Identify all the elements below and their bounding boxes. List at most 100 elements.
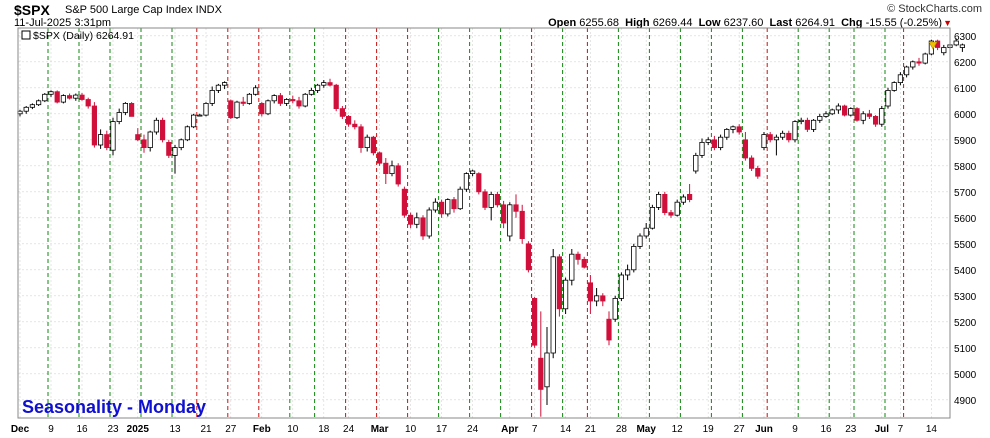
- candle: [234, 100, 240, 119]
- candle-body: [755, 167, 761, 177]
- candle: [308, 87, 315, 96]
- x-tick-label: 10: [405, 424, 417, 435]
- candle: [823, 111, 829, 118]
- candle-body: [197, 114, 203, 117]
- candle: [104, 130, 110, 151]
- candle: [705, 137, 711, 145]
- ticker-symbol: $SPX: [14, 2, 50, 18]
- candle: [507, 202, 513, 242]
- x-tick-label: 13: [169, 424, 181, 435]
- candle: [457, 186, 463, 210]
- candle-body: [401, 188, 408, 216]
- candle-body: [432, 201, 439, 211]
- candle: [252, 85, 259, 96]
- candle: [922, 52, 928, 65]
- candle-body: [860, 113, 866, 121]
- y-tick-label: 5500: [954, 240, 977, 251]
- candle-body: [271, 95, 277, 102]
- candle-body: [469, 170, 476, 174]
- candle-body: [73, 94, 79, 99]
- candle-body: [252, 87, 259, 95]
- candle: [749, 155, 755, 171]
- candle: [736, 124, 742, 135]
- candle-body: [711, 139, 718, 149]
- y-tick-label: 4900: [954, 396, 977, 407]
- candle-body: [953, 40, 959, 46]
- candle: [817, 113, 823, 123]
- candle: [563, 277, 569, 314]
- x-tick-label: 14: [926, 424, 938, 435]
- candle: [79, 93, 85, 101]
- candle-body: [135, 134, 141, 141]
- candle-body: [48, 91, 54, 95]
- candle: [29, 103, 36, 110]
- candle: [395, 163, 401, 187]
- candle-body: [451, 199, 457, 210]
- x-tick-label: 9: [48, 424, 54, 435]
- candle-body: [98, 134, 104, 146]
- candle-body: [786, 132, 792, 141]
- candle-body: [513, 204, 519, 212]
- candle-body: [730, 126, 736, 130]
- candle-body: [345, 116, 352, 125]
- candle: [773, 134, 780, 156]
- candles-layer: [17, 38, 966, 417]
- candle: [23, 106, 29, 114]
- candle-body: [414, 217, 420, 225]
- candle-body: [370, 136, 377, 154]
- y-tick-label: 6200: [954, 58, 977, 69]
- candle-body: [265, 100, 271, 115]
- x-tick-label: 7: [898, 424, 904, 435]
- chart-annotation: Seasonality - Monday: [22, 397, 206, 417]
- candle: [910, 60, 916, 70]
- candle-body: [550, 256, 556, 354]
- candle-body: [110, 121, 116, 151]
- candle: [159, 117, 166, 143]
- candle: [445, 198, 451, 217]
- candle: [792, 120, 798, 143]
- candle: [407, 212, 414, 229]
- candle-body: [463, 173, 470, 190]
- x-tick-label: 24: [343, 424, 355, 435]
- candle: [724, 128, 730, 140]
- candle-body: [445, 199, 451, 215]
- candle: [594, 288, 600, 307]
- candle-body: [674, 201, 680, 216]
- candle-body: [823, 113, 829, 117]
- candle: [376, 151, 383, 166]
- candle-body: [780, 132, 786, 138]
- candle: [873, 115, 879, 127]
- candle-body: [507, 204, 513, 237]
- x-tick-label: 18: [318, 424, 330, 435]
- candle: [854, 107, 860, 122]
- candle-body: [327, 82, 333, 86]
- candle: [228, 99, 234, 119]
- x-tick-label: 28: [616, 424, 628, 435]
- candle: [147, 130, 153, 152]
- y-tick-label: 6300: [954, 32, 977, 43]
- candle: [885, 87, 891, 109]
- ohlc-summary: Open 6255.68 High 6269.44 Low 6237.60 La…: [548, 17, 942, 29]
- candle-body: [631, 245, 637, 271]
- candle-body: [680, 196, 687, 203]
- y-tick-label: 5200: [954, 318, 977, 329]
- candle: [91, 102, 97, 148]
- candle: [339, 106, 346, 119]
- candle-body: [829, 109, 835, 115]
- candle-body: [426, 209, 432, 237]
- candle: [538, 311, 544, 417]
- x-axis: Dec 9 16 23 2025 13 21 27 Feb 10 18 24 Mar 10 17 24 Apr 7…: [11, 424, 938, 435]
- brand-watermark: © StockCharts.com: [887, 3, 982, 15]
- candle-body: [916, 61, 922, 64]
- candle: [513, 194, 519, 218]
- candle-body: [519, 210, 525, 240]
- candle-body: [364, 136, 370, 148]
- candle-body: [215, 84, 221, 91]
- candle: [209, 86, 215, 106]
- candle: [780, 130, 786, 140]
- candle-body: [476, 173, 482, 193]
- candle: [401, 186, 408, 218]
- x-tick-label: Jun: [755, 424, 773, 435]
- candle: [420, 215, 426, 240]
- candle-body: [612, 297, 618, 320]
